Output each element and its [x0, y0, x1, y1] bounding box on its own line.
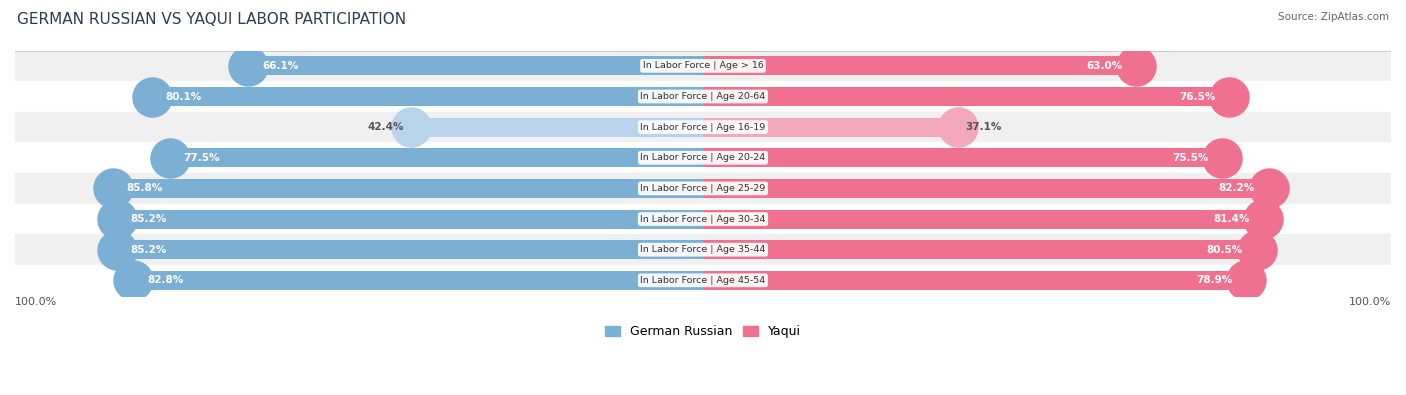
Bar	[703, 240, 1257, 259]
Text: In Labor Force | Age 20-24: In Labor Force | Age 20-24	[640, 153, 766, 162]
Bar	[15, 143, 1391, 173]
Text: 82.2%: 82.2%	[1219, 183, 1254, 194]
Text: 100.0%: 100.0%	[1348, 297, 1391, 307]
Bar	[703, 118, 959, 137]
Bar	[249, 56, 703, 75]
Bar	[412, 118, 703, 137]
Text: 85.2%: 85.2%	[131, 214, 167, 224]
Bar	[703, 148, 1222, 167]
Text: In Labor Force | Age 30-34: In Labor Force | Age 30-34	[640, 214, 766, 224]
Bar	[15, 81, 1391, 112]
Bar	[117, 240, 703, 259]
Text: In Labor Force | Age 25-29: In Labor Force | Age 25-29	[640, 184, 766, 193]
Text: 78.9%: 78.9%	[1197, 275, 1232, 285]
Text: 37.1%: 37.1%	[965, 122, 1001, 132]
Text: Source: ZipAtlas.com: Source: ZipAtlas.com	[1278, 12, 1389, 22]
Text: 42.4%: 42.4%	[368, 122, 405, 132]
Bar	[15, 204, 1391, 234]
Bar	[134, 271, 703, 290]
Bar	[15, 51, 1391, 81]
Text: In Labor Force | Age 35-44: In Labor Force | Age 35-44	[640, 245, 766, 254]
Text: 63.0%: 63.0%	[1087, 61, 1122, 71]
Text: 80.5%: 80.5%	[1206, 245, 1243, 255]
Text: In Labor Force | Age 20-64: In Labor Force | Age 20-64	[640, 92, 766, 101]
Text: 81.4%: 81.4%	[1213, 214, 1250, 224]
Text: 82.8%: 82.8%	[148, 275, 183, 285]
Bar	[15, 173, 1391, 204]
Text: 80.1%: 80.1%	[166, 92, 202, 102]
Bar	[170, 148, 703, 167]
Bar	[15, 265, 1391, 295]
Text: 76.5%: 76.5%	[1180, 92, 1216, 102]
Text: GERMAN RUSSIAN VS YAQUI LABOR PARTICIPATION: GERMAN RUSSIAN VS YAQUI LABOR PARTICIPAT…	[17, 12, 406, 27]
Text: 85.8%: 85.8%	[127, 183, 163, 194]
Bar	[15, 112, 1391, 143]
Text: 66.1%: 66.1%	[262, 61, 298, 71]
Bar	[703, 56, 1136, 75]
Text: 77.5%: 77.5%	[184, 153, 221, 163]
Bar	[112, 179, 703, 198]
Text: In Labor Force | Age > 16: In Labor Force | Age > 16	[643, 61, 763, 70]
Text: 75.5%: 75.5%	[1173, 153, 1209, 163]
Bar	[117, 210, 703, 229]
Bar	[703, 87, 1229, 106]
Text: In Labor Force | Age 16-19: In Labor Force | Age 16-19	[640, 122, 766, 132]
Text: In Labor Force | Age 45-54: In Labor Force | Age 45-54	[640, 276, 766, 285]
Text: 85.2%: 85.2%	[131, 245, 167, 255]
Bar	[152, 87, 703, 106]
Text: 100.0%: 100.0%	[15, 297, 58, 307]
Bar	[703, 271, 1246, 290]
Bar	[703, 210, 1263, 229]
Bar	[15, 234, 1391, 265]
Legend: German Russian, Yaqui: German Russian, Yaqui	[600, 320, 806, 343]
Bar	[703, 179, 1268, 198]
